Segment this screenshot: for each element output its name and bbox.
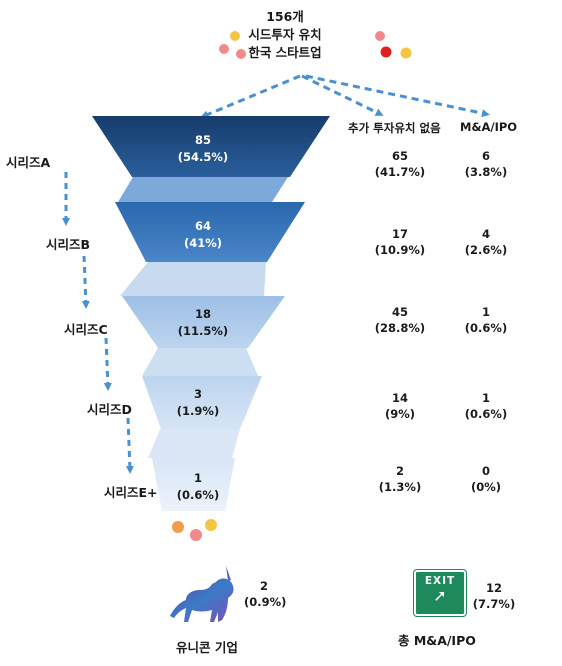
exit-c: 1 (0.6%) bbox=[446, 304, 526, 336]
no-more-pct-e: (1.3%) bbox=[378, 480, 422, 494]
exit-total-label: 총 M&A/IPO bbox=[398, 633, 476, 648]
no-more-pct-c: (28.8%) bbox=[374, 321, 426, 335]
no-more-count-e: 2 bbox=[395, 464, 404, 478]
header-line-count: 156개 bbox=[266, 9, 304, 24]
funnel-count-c: 18 bbox=[194, 307, 211, 321]
series-label-d: 시리즈D bbox=[87, 402, 132, 417]
no-more-pct-a: (41.7%) bbox=[374, 165, 426, 179]
no-more-pct-d: (9%) bbox=[384, 407, 416, 421]
exit-arrow-icon: ➚ bbox=[433, 586, 447, 605]
funnel-value-e: 1 (0.6%) bbox=[158, 470, 238, 504]
funnel-stage-e bbox=[152, 458, 235, 511]
exit-pct-c: (0.6%) bbox=[464, 321, 508, 335]
exit-total-pct: (7.7%) bbox=[472, 597, 516, 611]
funnel-stage-c bbox=[122, 296, 285, 348]
series-label-b: 시리즈B bbox=[46, 237, 91, 252]
funnel-connectors bbox=[118, 177, 288, 458]
header-title: 156개 시드투자 유치 한국 스타트업 bbox=[220, 8, 350, 62]
funnel-pct-b: (41%) bbox=[183, 236, 223, 250]
series-arrows bbox=[62, 172, 134, 474]
funnel-stage-d bbox=[142, 376, 262, 429]
no-more-count-d: 14 bbox=[391, 391, 408, 405]
funnel-value-d: 3 (1.9%) bbox=[158, 386, 238, 420]
exit-pct-d: (0.6%) bbox=[464, 407, 508, 421]
exit-a: 6 (3.8%) bbox=[446, 148, 526, 180]
exit-pct-b: (2.6%) bbox=[464, 243, 508, 257]
unicorn-icon bbox=[170, 566, 234, 622]
column-header-ma-ipo: M&A/IPO bbox=[460, 120, 518, 134]
header-line-seed: 시드투자 유치 bbox=[248, 27, 322, 42]
header-arrows bbox=[200, 74, 490, 119]
unicorn-label: 유니콘 기업 bbox=[176, 640, 238, 655]
funnel-value-a: 85 (54.5%) bbox=[163, 132, 243, 166]
funnel-value-c: 18 (11.5%) bbox=[163, 306, 243, 340]
series-label-a: 시리즈A bbox=[6, 155, 51, 170]
funnel-count-e: 1 bbox=[193, 471, 202, 485]
funnel-pct-e: (0.6%) bbox=[176, 488, 220, 502]
no-more-d: 14 (9%) bbox=[360, 390, 440, 422]
funnel-stage-b bbox=[115, 202, 305, 262]
funnel-count-d: 3 bbox=[193, 387, 202, 401]
unicorn-stats: 2 (0.9%) bbox=[244, 578, 287, 610]
exit-d: 1 (0.6%) bbox=[446, 390, 526, 422]
unicorn-count: 2 bbox=[259, 579, 268, 593]
exit-total-stats: 12 (7.7%) bbox=[472, 580, 516, 612]
no-more-c: 45 (28.8%) bbox=[360, 304, 440, 336]
exit-count-b: 4 bbox=[481, 227, 490, 241]
funnel-value-b: 64 (41%) bbox=[163, 218, 243, 252]
exit-count-a: 6 bbox=[481, 149, 490, 163]
no-more-count-c: 45 bbox=[391, 305, 408, 319]
funnel-pct-c: (11.5%) bbox=[177, 324, 229, 338]
funnel-stages bbox=[92, 116, 330, 511]
no-more-a: 65 (41.7%) bbox=[360, 148, 440, 180]
funnel-pct-d: (1.9%) bbox=[176, 404, 220, 418]
funnel-count-b: 64 bbox=[194, 219, 211, 233]
funnel-stage-a bbox=[92, 116, 330, 177]
exit-sign-icon: EXIT ➚ bbox=[414, 570, 466, 616]
exit-e: 0 (0%) bbox=[446, 463, 526, 495]
funnel-pct-a: (54.5%) bbox=[177, 150, 229, 164]
unicorn-pct: (0.9%) bbox=[244, 595, 287, 609]
series-label-e: 시리즈E+ bbox=[104, 485, 158, 500]
exit-pct-a: (3.8%) bbox=[464, 165, 508, 179]
header-line-startups: 한국 스타트업 bbox=[248, 45, 322, 60]
bottom-dots bbox=[172, 519, 217, 541]
no-more-count-a: 65 bbox=[391, 149, 408, 163]
column-header-no-more-investment: 추가 투자유치 없음 bbox=[348, 121, 441, 135]
series-label-c: 시리즈C bbox=[64, 322, 108, 337]
no-more-pct-b: (10.9%) bbox=[374, 243, 426, 257]
exit-count-c: 1 bbox=[481, 305, 490, 319]
funnel-count-a: 85 bbox=[194, 133, 211, 147]
no-more-b: 17 (10.9%) bbox=[360, 226, 440, 258]
exit-total-count: 12 bbox=[485, 581, 502, 595]
header-dots bbox=[219, 31, 412, 59]
no-more-count-b: 17 bbox=[391, 227, 408, 241]
exit-pct-e: (0%) bbox=[470, 480, 502, 494]
exit-b: 4 (2.6%) bbox=[446, 226, 526, 258]
exit-count-e: 0 bbox=[481, 464, 490, 478]
exit-sign-text: EXIT bbox=[424, 575, 456, 587]
exit-count-d: 1 bbox=[481, 391, 490, 405]
no-more-e: 2 (1.3%) bbox=[360, 463, 440, 495]
